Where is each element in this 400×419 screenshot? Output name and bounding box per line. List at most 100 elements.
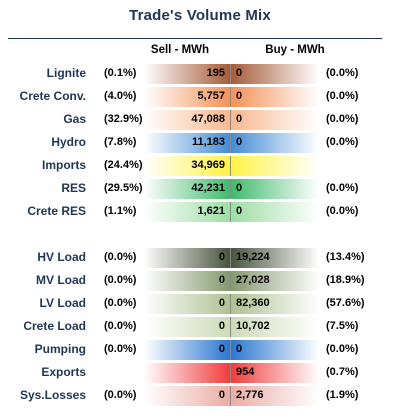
sell-percent: (0.0%)	[104, 251, 137, 263]
buy-value: 27,028	[236, 274, 270, 286]
sell-value: 1,621	[197, 205, 225, 217]
buy-color-bar: 27,028	[231, 271, 319, 291]
table-row: Hydro (7.8%) 11,183 0 (0.0%)	[0, 133, 400, 154]
sell-color-bar: 34,969	[144, 156, 230, 176]
sell-percent: (7.8%)	[104, 136, 137, 148]
buy-color-bar: 0	[231, 133, 319, 153]
sell-color-bar: 0	[144, 248, 230, 268]
table-row: Crete RES (1.1%) 1,621 0 (0.0%)	[0, 202, 400, 223]
table-row: LV Load (0.0%) 0 82,360 (57.6%)	[0, 294, 400, 315]
row-label: Crete Load	[23, 319, 86, 333]
sell-color-bar: 11,183	[144, 133, 230, 153]
sell-percent: (0.0%)	[104, 343, 137, 355]
buy-percent: (0.0%)	[326, 205, 359, 217]
center-divider	[230, 317, 231, 337]
center-divider	[230, 87, 231, 107]
buy-color-bar: 0	[231, 202, 319, 222]
row-label: RES	[61, 181, 86, 195]
center-divider	[230, 340, 231, 360]
table-row: Imports (24.4%) 34,969	[0, 156, 400, 177]
sell-column-header: Sell - MWh	[150, 44, 210, 56]
sell-percent: (0.0%)	[104, 297, 137, 309]
sell-color-bar: 0	[144, 386, 230, 406]
table-row: Gas (32.9%) 47,088 0 (0.0%)	[0, 110, 400, 131]
table-row: Exports 954 (0.7%)	[0, 363, 400, 384]
buy-color-bar: 0	[231, 64, 319, 84]
sell-color-bar	[144, 363, 230, 383]
row-label: Pumping	[34, 342, 86, 356]
center-divider	[230, 202, 231, 222]
row-label: Gas	[63, 112, 86, 126]
sell-color-bar: 42,231	[144, 179, 230, 199]
sell-value: 11,183	[191, 136, 225, 148]
center-divider	[230, 386, 231, 406]
buy-color-bar: 0	[231, 110, 319, 130]
sell-percent: (24.4%)	[104, 159, 143, 171]
buy-color-bar: 82,360	[231, 294, 319, 314]
row-label: HV Load	[37, 250, 86, 264]
table-row: Crete Load (0.0%) 0 10,702 (7.5%)	[0, 317, 400, 338]
sell-percent: (0.0%)	[104, 274, 137, 286]
buy-percent: (7.5%)	[326, 320, 359, 332]
sell-value: 0	[218, 274, 225, 286]
buy-value: 0	[236, 182, 243, 194]
buy-value: 0	[236, 67, 243, 79]
sell-color-bar: 47,088	[144, 110, 230, 130]
buy-color-bar: 2,776	[231, 386, 319, 406]
buy-percent: (0.0%)	[326, 136, 359, 148]
buy-value: 10,702	[236, 320, 270, 332]
center-divider	[230, 248, 231, 268]
buy-value: 0	[236, 90, 243, 102]
sell-color-bar: 0	[144, 317, 230, 337]
row-label: Imports	[41, 158, 86, 172]
sell-color-bar: 195	[144, 64, 230, 84]
buy-percent: (0.0%)	[326, 182, 359, 194]
buy-value: 0	[236, 136, 243, 148]
row-label: Crete RES	[27, 204, 86, 218]
table-row: HV Load (0.0%) 0 19,224 (13.4%)	[0, 248, 400, 269]
sell-percent: (29.5%)	[104, 182, 143, 194]
sell-percent: (0.0%)	[104, 389, 137, 401]
buy-value: 0	[236, 343, 243, 355]
page-title: Trade's Volume Mix	[129, 7, 271, 24]
sell-color-bar: 5,757	[144, 87, 230, 107]
buy-color-bar	[231, 156, 319, 176]
buy-color-bar: 954	[231, 363, 319, 383]
buy-percent: (57.6%)	[326, 297, 365, 309]
row-label: MV Load	[36, 273, 86, 287]
row-label: Exports	[41, 365, 86, 379]
buy-percent: (0.0%)	[326, 343, 359, 355]
sell-value: 34,969	[191, 159, 225, 171]
buy-column-header: Buy - MWh	[265, 44, 325, 56]
buy-value: 2,776	[236, 389, 264, 401]
table-row: Lignite (0.1%) 195 0 (0.0%)	[0, 64, 400, 85]
sell-percent: (0.1%)	[104, 67, 137, 79]
buy-percent: (0.7%)	[326, 366, 359, 378]
table-row: Pumping (0.0%) 0 0 (0.0%)	[0, 340, 400, 361]
buy-percent: (1.9%)	[326, 389, 359, 401]
sell-percent: (32.9%)	[104, 113, 143, 125]
buy-color-bar: 19,224	[231, 248, 319, 268]
sell-color-bar: 0	[144, 271, 230, 291]
center-divider	[230, 110, 231, 130]
buy-color-bar: 10,702	[231, 317, 319, 337]
buy-percent: (0.0%)	[326, 90, 359, 102]
buy-value: 0	[236, 205, 243, 217]
center-divider	[230, 156, 231, 176]
sell-value: 0	[218, 320, 225, 332]
sell-value: 0	[218, 297, 225, 309]
sell-value: 47,088	[191, 113, 225, 125]
table-row: Crete Conv. (4.0%) 5,757 0 (0.0%)	[0, 87, 400, 108]
buy-percent: (0.0%)	[326, 113, 359, 125]
row-label: Lignite	[46, 66, 86, 80]
buy-color-bar: 0	[231, 340, 319, 360]
sell-color-bar: 0	[144, 294, 230, 314]
center-divider	[230, 271, 231, 291]
sell-value: 0	[218, 343, 225, 355]
buy-value: 954	[236, 366, 255, 378]
sell-percent: (1.1%)	[104, 205, 137, 217]
center-divider	[230, 64, 231, 84]
center-divider	[230, 294, 231, 314]
sell-color-bar: 1,621	[144, 202, 230, 222]
sell-color-bar: 0	[144, 340, 230, 360]
